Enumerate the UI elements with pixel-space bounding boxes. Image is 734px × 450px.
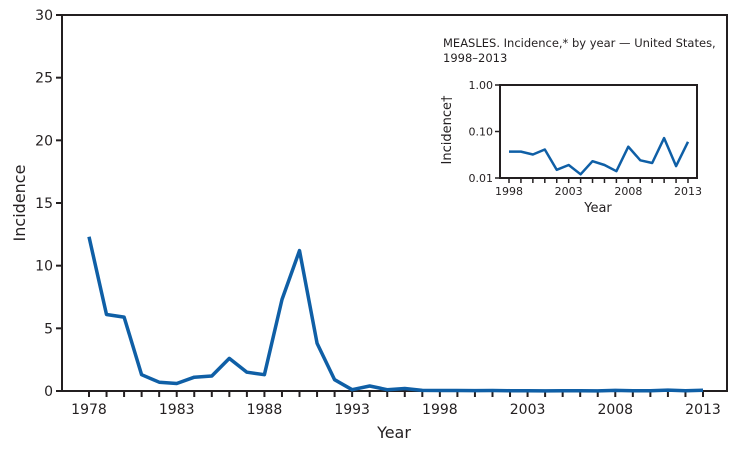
main-x-axis-title: Year bbox=[376, 423, 411, 442]
main-x-tick-label: 1993 bbox=[334, 402, 370, 418]
inset-x-tick-label: 2003 bbox=[555, 185, 583, 198]
main-y-tick-label: 20 bbox=[35, 133, 53, 149]
inset-y-tick-label: 0.01 bbox=[469, 172, 494, 185]
main-y-tick-label: 30 bbox=[35, 8, 53, 24]
main-y-tick-label: 10 bbox=[35, 259, 53, 275]
inset-x-tick-label: 2013 bbox=[674, 185, 702, 198]
main-y-axis: 0 5 10 15 20 25 30 bbox=[35, 8, 62, 400]
main-x-tick-label: 2003 bbox=[510, 402, 546, 418]
inset-y-axis-title: Incidence† bbox=[440, 95, 455, 164]
main-x-tick-label: 2008 bbox=[597, 402, 633, 418]
inset-y-tick-label: 0.10 bbox=[469, 126, 494, 139]
inset-title-line1: MEASLES. Incidence,* by year — United St… bbox=[443, 36, 716, 50]
main-plot-frame bbox=[62, 15, 727, 391]
inset-title-line2: 1998–2013 bbox=[443, 51, 507, 65]
main-y-axis-title: Incidence bbox=[10, 165, 29, 242]
main-series-points bbox=[89, 237, 703, 391]
main-x-tick-label: 1998 bbox=[422, 402, 458, 418]
main-x-tick-label: 1983 bbox=[159, 402, 195, 418]
inset-y-tick-label: 1.00 bbox=[469, 79, 494, 92]
inset-y-axis: 0.01 0.10 1.00 bbox=[469, 79, 501, 185]
main-x-axis: 1978 1983 1988 1993 1998 2003 2008 2013 bbox=[71, 391, 721, 418]
inset-x-tick-label: 2008 bbox=[614, 185, 642, 198]
main-series-line bbox=[89, 237, 703, 391]
main-y-tick-label: 15 bbox=[35, 196, 53, 212]
main-x-tick-label: 2013 bbox=[685, 402, 721, 418]
main-x-tick-label: 1978 bbox=[71, 402, 107, 418]
inset-x-tick-label: 1998 bbox=[495, 185, 523, 198]
inset-x-axis-title: Year bbox=[583, 201, 612, 216]
inset-x-axis: 1998 2003 2008 2013 bbox=[495, 178, 702, 198]
inset-series-line bbox=[509, 138, 688, 174]
main-y-tick-label: 25 bbox=[35, 71, 53, 87]
main-x-tick-label: 1988 bbox=[247, 402, 283, 418]
main-y-tick-label: 5 bbox=[44, 321, 53, 337]
main-y-tick-label: 0 bbox=[44, 384, 53, 400]
